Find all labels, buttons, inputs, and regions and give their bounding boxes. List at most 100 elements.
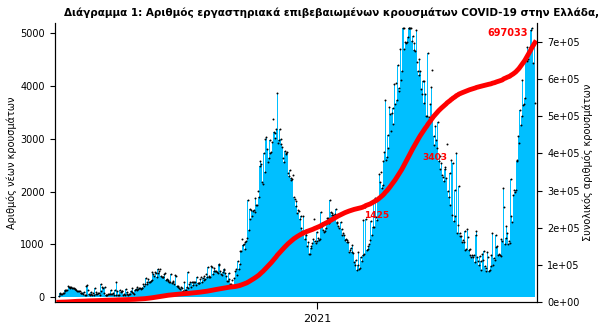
Point bbox=[245, 206, 254, 212]
Bar bbox=[195, 282, 196, 297]
Point bbox=[116, 289, 125, 294]
Point bbox=[68, 285, 78, 290]
Bar bbox=[163, 277, 164, 297]
Point bbox=[273, 141, 283, 146]
Point bbox=[76, 290, 85, 295]
Bar bbox=[505, 238, 506, 297]
Bar bbox=[172, 282, 173, 297]
Point bbox=[518, 102, 528, 108]
Point bbox=[229, 283, 238, 288]
Point bbox=[288, 172, 298, 178]
Bar bbox=[244, 249, 245, 297]
Point bbox=[215, 262, 224, 267]
Bar bbox=[390, 114, 391, 297]
Point bbox=[529, 42, 539, 47]
Bar bbox=[356, 270, 357, 297]
Bar bbox=[170, 274, 172, 297]
Point bbox=[78, 292, 88, 297]
Point bbox=[143, 276, 153, 282]
Point bbox=[347, 250, 356, 255]
Bar bbox=[278, 140, 279, 297]
Bar bbox=[250, 219, 251, 297]
Bar bbox=[458, 186, 459, 297]
Bar bbox=[334, 214, 335, 297]
Point bbox=[170, 272, 180, 278]
Point bbox=[280, 149, 290, 154]
Point bbox=[148, 269, 157, 275]
Bar bbox=[286, 153, 287, 297]
Point bbox=[247, 207, 256, 212]
Bar bbox=[299, 218, 300, 297]
Point bbox=[239, 242, 248, 247]
Point bbox=[266, 150, 275, 156]
Bar bbox=[173, 281, 174, 297]
Point bbox=[425, 102, 435, 107]
Point bbox=[281, 151, 291, 156]
Bar bbox=[456, 153, 457, 297]
Bar bbox=[193, 282, 194, 297]
Bar bbox=[521, 116, 522, 297]
Bar bbox=[301, 228, 302, 297]
Bar bbox=[431, 70, 433, 297]
Point bbox=[140, 281, 150, 286]
Bar bbox=[401, 71, 402, 297]
Point bbox=[249, 207, 259, 213]
Bar bbox=[245, 242, 246, 297]
Bar bbox=[292, 179, 293, 297]
Bar bbox=[532, 47, 533, 297]
Point bbox=[207, 264, 217, 270]
Point bbox=[388, 105, 397, 111]
Point bbox=[505, 241, 515, 246]
Bar bbox=[465, 251, 466, 297]
Bar bbox=[377, 198, 378, 297]
Point bbox=[315, 237, 325, 242]
Point bbox=[114, 293, 124, 298]
Point bbox=[379, 159, 388, 164]
Bar bbox=[480, 261, 481, 297]
Bar bbox=[442, 177, 443, 297]
Point bbox=[482, 250, 492, 255]
Bar bbox=[368, 246, 369, 297]
Bar bbox=[398, 88, 399, 297]
Point bbox=[512, 158, 521, 164]
Point bbox=[383, 133, 392, 138]
Point bbox=[56, 292, 65, 297]
Point bbox=[151, 270, 161, 275]
Bar bbox=[322, 226, 323, 297]
Point bbox=[395, 89, 404, 94]
Point bbox=[439, 178, 449, 183]
Point bbox=[241, 240, 250, 245]
Bar bbox=[149, 282, 151, 297]
Point bbox=[394, 86, 403, 91]
Bar bbox=[428, 117, 429, 297]
Bar bbox=[289, 169, 290, 297]
Bar bbox=[270, 153, 271, 297]
Text: Διάγραμμα 1: Αριθμός εργαστηριακά επιβεβαιωμένων κρουσμάτων COVID-19 στην Ελλάδα: Διάγραμμα 1: Αριθμός εργαστηριακά επιβεβ… bbox=[64, 7, 600, 18]
Point bbox=[127, 290, 136, 295]
Point bbox=[443, 189, 452, 194]
Bar bbox=[343, 233, 344, 297]
Bar bbox=[83, 293, 84, 297]
Point bbox=[510, 189, 520, 195]
Point bbox=[328, 210, 337, 215]
Bar bbox=[412, 36, 413, 297]
Point bbox=[347, 242, 357, 247]
Point bbox=[259, 151, 269, 156]
Bar bbox=[380, 172, 382, 297]
Point bbox=[89, 293, 99, 298]
Point bbox=[228, 283, 238, 288]
Bar bbox=[425, 94, 426, 297]
Point bbox=[88, 291, 98, 296]
Bar bbox=[200, 277, 202, 297]
Point bbox=[527, 44, 537, 49]
Bar bbox=[466, 249, 467, 297]
Point bbox=[230, 268, 240, 274]
Bar bbox=[85, 295, 86, 297]
Bar bbox=[223, 268, 224, 297]
Bar bbox=[120, 292, 121, 297]
Bar bbox=[501, 239, 502, 297]
Point bbox=[130, 287, 140, 292]
Bar bbox=[482, 260, 484, 297]
Point bbox=[188, 280, 198, 285]
Bar bbox=[524, 98, 525, 297]
